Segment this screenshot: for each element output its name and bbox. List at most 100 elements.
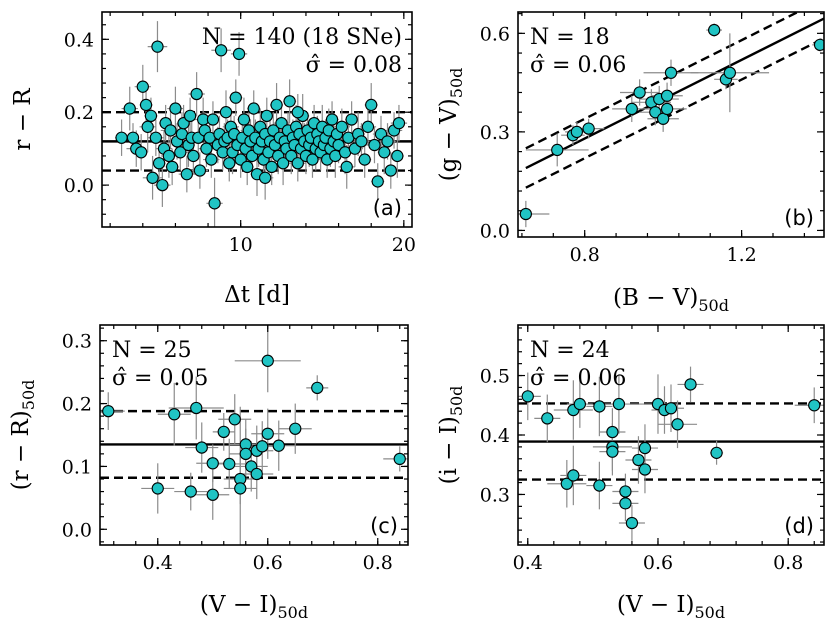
data-point: [156, 178, 169, 192]
annotation-line: N = 25: [112, 338, 192, 363]
data-point: [560, 477, 573, 490]
y-axis-label: (r − R)50d: [8, 380, 38, 491]
data-point: [276, 157, 290, 170]
data-point: [381, 135, 394, 148]
data-point: [241, 160, 254, 174]
y-tick-label: 0.5: [480, 366, 510, 388]
data-point: [149, 131, 162, 144]
data-point: [660, 102, 674, 116]
data-point: [152, 157, 166, 170]
data-point: [206, 113, 220, 126]
data-point: [166, 160, 179, 174]
data-point: [521, 390, 534, 403]
data-point: [551, 143, 564, 157]
data-point: [144, 109, 158, 123]
data-point: [813, 38, 824, 51]
data-point: [625, 516, 639, 530]
data-point: [190, 87, 203, 101]
x-tick-label: 0.6: [643, 552, 673, 574]
data-point: [168, 408, 181, 421]
data-point: [808, 399, 821, 412]
y-tick-label: 0.2: [62, 394, 92, 416]
annotation-line: σ̂ = 0.05: [112, 366, 208, 391]
data-point: [684, 378, 697, 391]
data-point: [567, 469, 580, 482]
y-axis-label: r − R: [10, 88, 36, 151]
fit-line: [525, 17, 824, 170]
x-axis-label: (V − I)50d: [200, 592, 308, 622]
data-point: [136, 80, 149, 93]
data-point: [135, 146, 148, 159]
data-point: [180, 168, 193, 181]
y-tick-label: 0.6: [480, 23, 510, 45]
annotation-line: N = 140 (18 SNe): [202, 25, 402, 50]
data-point: [234, 482, 247, 495]
data-point: [335, 120, 348, 133]
data-point: [247, 102, 260, 115]
annotation-line: N = 24: [530, 338, 610, 363]
x-tick-label: 10: [229, 234, 253, 256]
data-point: [638, 441, 652, 455]
data-point: [237, 113, 251, 126]
annotation-line: σ̂ = 0.06: [530, 366, 626, 391]
data-point: [162, 149, 176, 163]
data-point: [361, 120, 375, 133]
plot-area: [518, 366, 824, 541]
data-point: [183, 109, 197, 123]
x-axis-label: (V − I)50d: [617, 592, 725, 622]
data-point: [358, 153, 371, 166]
data-point: [265, 160, 278, 174]
data-point: [606, 425, 619, 439]
data-point: [625, 102, 638, 116]
data-point: [660, 89, 674, 102]
data-point: [115, 131, 128, 144]
data-point: [582, 122, 595, 135]
data-point: [126, 131, 140, 144]
data-point: [384, 164, 397, 177]
x-tick-label: 0.8: [773, 552, 803, 574]
data-point: [259, 171, 272, 184]
data-point: [393, 452, 406, 466]
y-tick-label: 0.2: [64, 102, 94, 124]
panel-label: (a): [373, 196, 402, 220]
data-point: [206, 457, 219, 470]
data-point: [311, 381, 324, 395]
y-tick-label: 0.1: [62, 456, 92, 478]
panel-a: 10 20 0.0 0.2 0.4 Δt [d] r − R N = 140 (18 SNe)…: [10, 11, 416, 308]
axes-frame: [517, 11, 825, 238]
data-point: [289, 422, 302, 435]
data-point: [593, 479, 606, 492]
y-tick-label: 0.3: [480, 484, 510, 506]
data-point: [573, 397, 587, 411]
data-point: [200, 142, 213, 155]
y-axis-label: (i − I)50d: [436, 386, 466, 485]
data-point: [291, 106, 304, 119]
panel-b: 0.8 1.2 0.0 0.3 0.6 (B − V)50d (g − V)50d N = 1…: [436, 11, 825, 315]
annotation-line: σ̂ = 0.08: [306, 53, 402, 78]
data-point: [283, 95, 296, 108]
data-point: [208, 197, 221, 210]
data-point: [239, 447, 252, 461]
y-axis-label: (g − V)50d: [436, 68, 466, 182]
y-tick-label: 0.3: [480, 122, 510, 144]
data-point: [164, 124, 177, 137]
plot-area: [518, 12, 824, 228]
data-point: [723, 66, 736, 79]
data-point: [261, 354, 274, 367]
x-tick-label: 1.2: [727, 244, 757, 266]
data-point: [139, 98, 153, 112]
data-point: [169, 102, 182, 115]
x-tick-label: 0.6: [253, 552, 283, 574]
data-point: [223, 457, 236, 471]
data-point: [270, 98, 283, 112]
x-tick-label: 20: [392, 234, 416, 256]
data-point: [306, 153, 319, 166]
data-point: [272, 439, 285, 452]
data-point: [219, 106, 233, 119]
data-point: [261, 427, 274, 440]
panel-label: (c): [370, 514, 398, 538]
data-point: [638, 463, 652, 476]
data-point: [345, 113, 358, 126]
data-point: [217, 425, 230, 439]
axes-frame: [99, 324, 409, 546]
